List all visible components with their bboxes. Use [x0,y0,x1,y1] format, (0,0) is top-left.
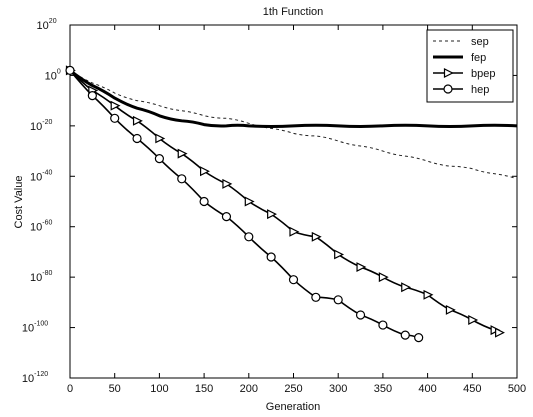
x-tick-label-10: 500 [508,383,526,395]
x-tick-label-4: 200 [240,383,258,395]
series-point-bpep-20 [495,327,505,338]
series-point-bpep-4 [155,133,166,144]
series-point-bpep-16 [423,289,434,300]
series-point-bpep-9 [267,209,277,220]
series-point-bpep-6 [200,166,210,177]
series-point-bpep-14 [378,272,389,283]
series-fep [69,69,518,128]
series-point-hep-5 [177,174,187,184]
series-point-hep-15 [400,330,410,340]
series-bpep [65,65,505,338]
series-point-bpep-5 [177,148,188,159]
series-point-hep-13 [355,310,366,320]
x-tick-label-7: 350 [374,383,392,395]
series-point-hep-8 [244,232,254,242]
x-tick-label-0: 0 [67,383,73,395]
x-tick-label-1: 50 [109,383,121,395]
series-point-hep-10 [288,275,299,285]
series-point-hep-16 [414,333,424,343]
series-point-bpep-3 [132,115,143,126]
y-tick-label-6: 10-100 [22,321,48,335]
y-tick-label-2: 10-20 [30,119,52,133]
y-tick-label-4: 10-60 [30,220,52,234]
series-line-sep [69,69,518,180]
series-point-hep-11 [311,292,321,302]
series-point-hep-6 [199,196,209,207]
series-point-hep-9 [266,252,276,262]
series-sep [69,69,518,180]
legend-label-hep: hep [471,84,489,96]
series-point-hep-0 [65,65,75,75]
series-point-bpep-10 [289,226,300,237]
x-axis-ticks: 0 50 100 150 200 250 300 350 400 450 500 [67,25,526,395]
legend-marker-hep [443,84,453,94]
chart-title: 1th Function [263,6,324,18]
x-tick-label-8: 400 [418,383,436,395]
legend-label-bpep: bpep [471,68,495,80]
legend-box [426,29,514,103]
legend-label-sep: sep [471,36,489,48]
series-point-hep-3 [132,133,142,144]
x-tick-label-6: 300 [329,383,347,395]
series-point-bpep-11 [311,231,322,242]
y-axis-label: Cost Value [13,176,25,229]
x-tick-label-2: 100 [150,383,168,395]
y-tick-label-3: 10-40 [30,169,52,183]
y-tick-label-7: 10-120 [22,371,48,385]
x-axis-label: Generation [266,401,320,413]
series-point-bpep-15 [401,282,412,293]
x-tick-label-5: 250 [284,383,302,395]
legend: sep fep bpep hep [426,29,514,103]
y-tick-label-0: 1020 [37,18,57,32]
legend-marker-bpep [443,68,454,78]
legend-label-fep: fep [471,52,486,64]
series-point-hep-12 [333,295,343,305]
y-tick-label-1: 100 [45,68,61,82]
series-point-bpep-18 [468,315,479,325]
series-point-hep-4 [154,154,164,164]
series-line-fep [69,69,518,128]
series-point-hep-2 [110,113,120,123]
x-tick-label-3: 150 [195,383,213,395]
series-point-hep-14 [378,320,388,330]
series-point-bpep-13 [356,262,367,273]
series-point-bpep-8 [244,196,255,207]
series-point-bpep-2 [110,100,121,111]
series-point-hep-7 [221,212,232,222]
series-hep [65,65,424,343]
series-point-bpep-7 [222,178,233,189]
series-line-bpep [69,69,500,334]
series-point-bpep-12 [334,249,345,260]
y-axis-ticks: 1020 100 10-20 10-40 10-60 10-80 10-100 10-120 [22,18,517,385]
series-point-hep-1 [87,90,97,101]
series-layer [65,65,518,343]
y-tick-label-5: 10-80 [30,270,52,284]
x-tick-label-9: 450 [463,383,481,395]
series-point-bpep-17 [445,304,456,315]
